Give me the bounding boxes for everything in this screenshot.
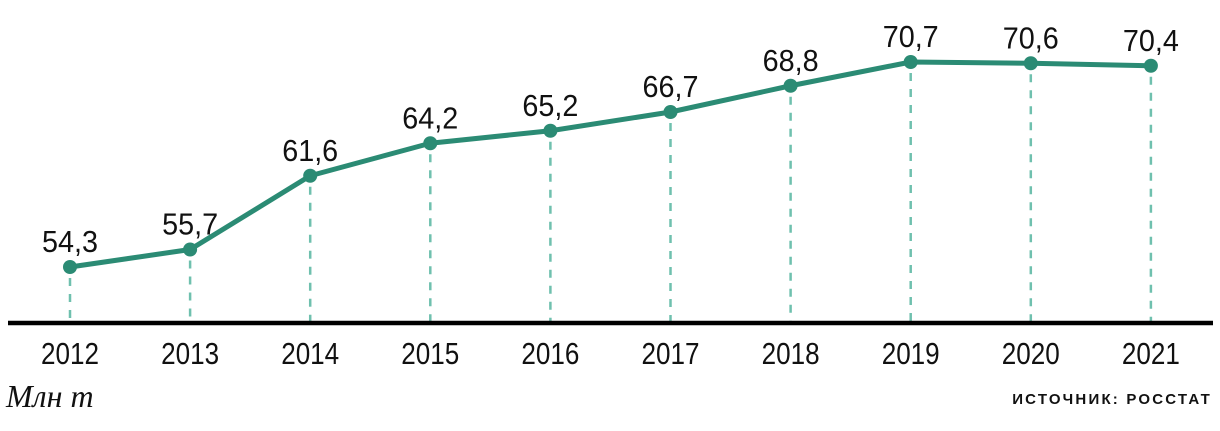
data-point <box>423 136 438 151</box>
value-label: 65,2 <box>522 88 578 123</box>
data-point <box>663 105 678 119</box>
x-tick-label: 2020 <box>1002 336 1060 371</box>
data-point <box>1023 56 1038 71</box>
x-tick-label: 2019 <box>882 336 940 371</box>
value-label: 70,6 <box>1003 20 1059 55</box>
x-tick-label: 2014 <box>281 336 339 371</box>
x-tick-label: 2017 <box>642 336 700 371</box>
unit-label: Млн т <box>6 378 94 414</box>
source-label: ИСТОЧНИК: РОССТАТ <box>1012 391 1212 408</box>
x-tick-label: 2013 <box>161 336 219 371</box>
data-point <box>1143 58 1158 73</box>
data-point <box>183 242 198 257</box>
trend-line <box>67 59 1154 270</box>
data-point <box>543 123 558 138</box>
data-point <box>783 78 798 93</box>
data-point <box>63 260 77 274</box>
data-point <box>303 168 318 183</box>
x-tick-label: 2012 <box>41 336 99 371</box>
x-tick-label: 2015 <box>401 336 459 371</box>
x-tick-label: 2021 <box>1122 336 1180 371</box>
value-label: 66,7 <box>643 69 699 104</box>
x-tick-label: 2016 <box>521 336 579 371</box>
x-tick-label: 2018 <box>762 336 820 371</box>
data-point <box>903 55 918 69</box>
value-label: 54,3 <box>42 224 98 259</box>
value-label: 68,8 <box>763 43 819 78</box>
value-label: 55,7 <box>162 207 218 242</box>
value-label: 70,7 <box>883 19 939 54</box>
value-label: 64,2 <box>402 100 458 135</box>
value-label: 61,6 <box>282 133 338 168</box>
value-label: 70,4 <box>1123 23 1179 58</box>
